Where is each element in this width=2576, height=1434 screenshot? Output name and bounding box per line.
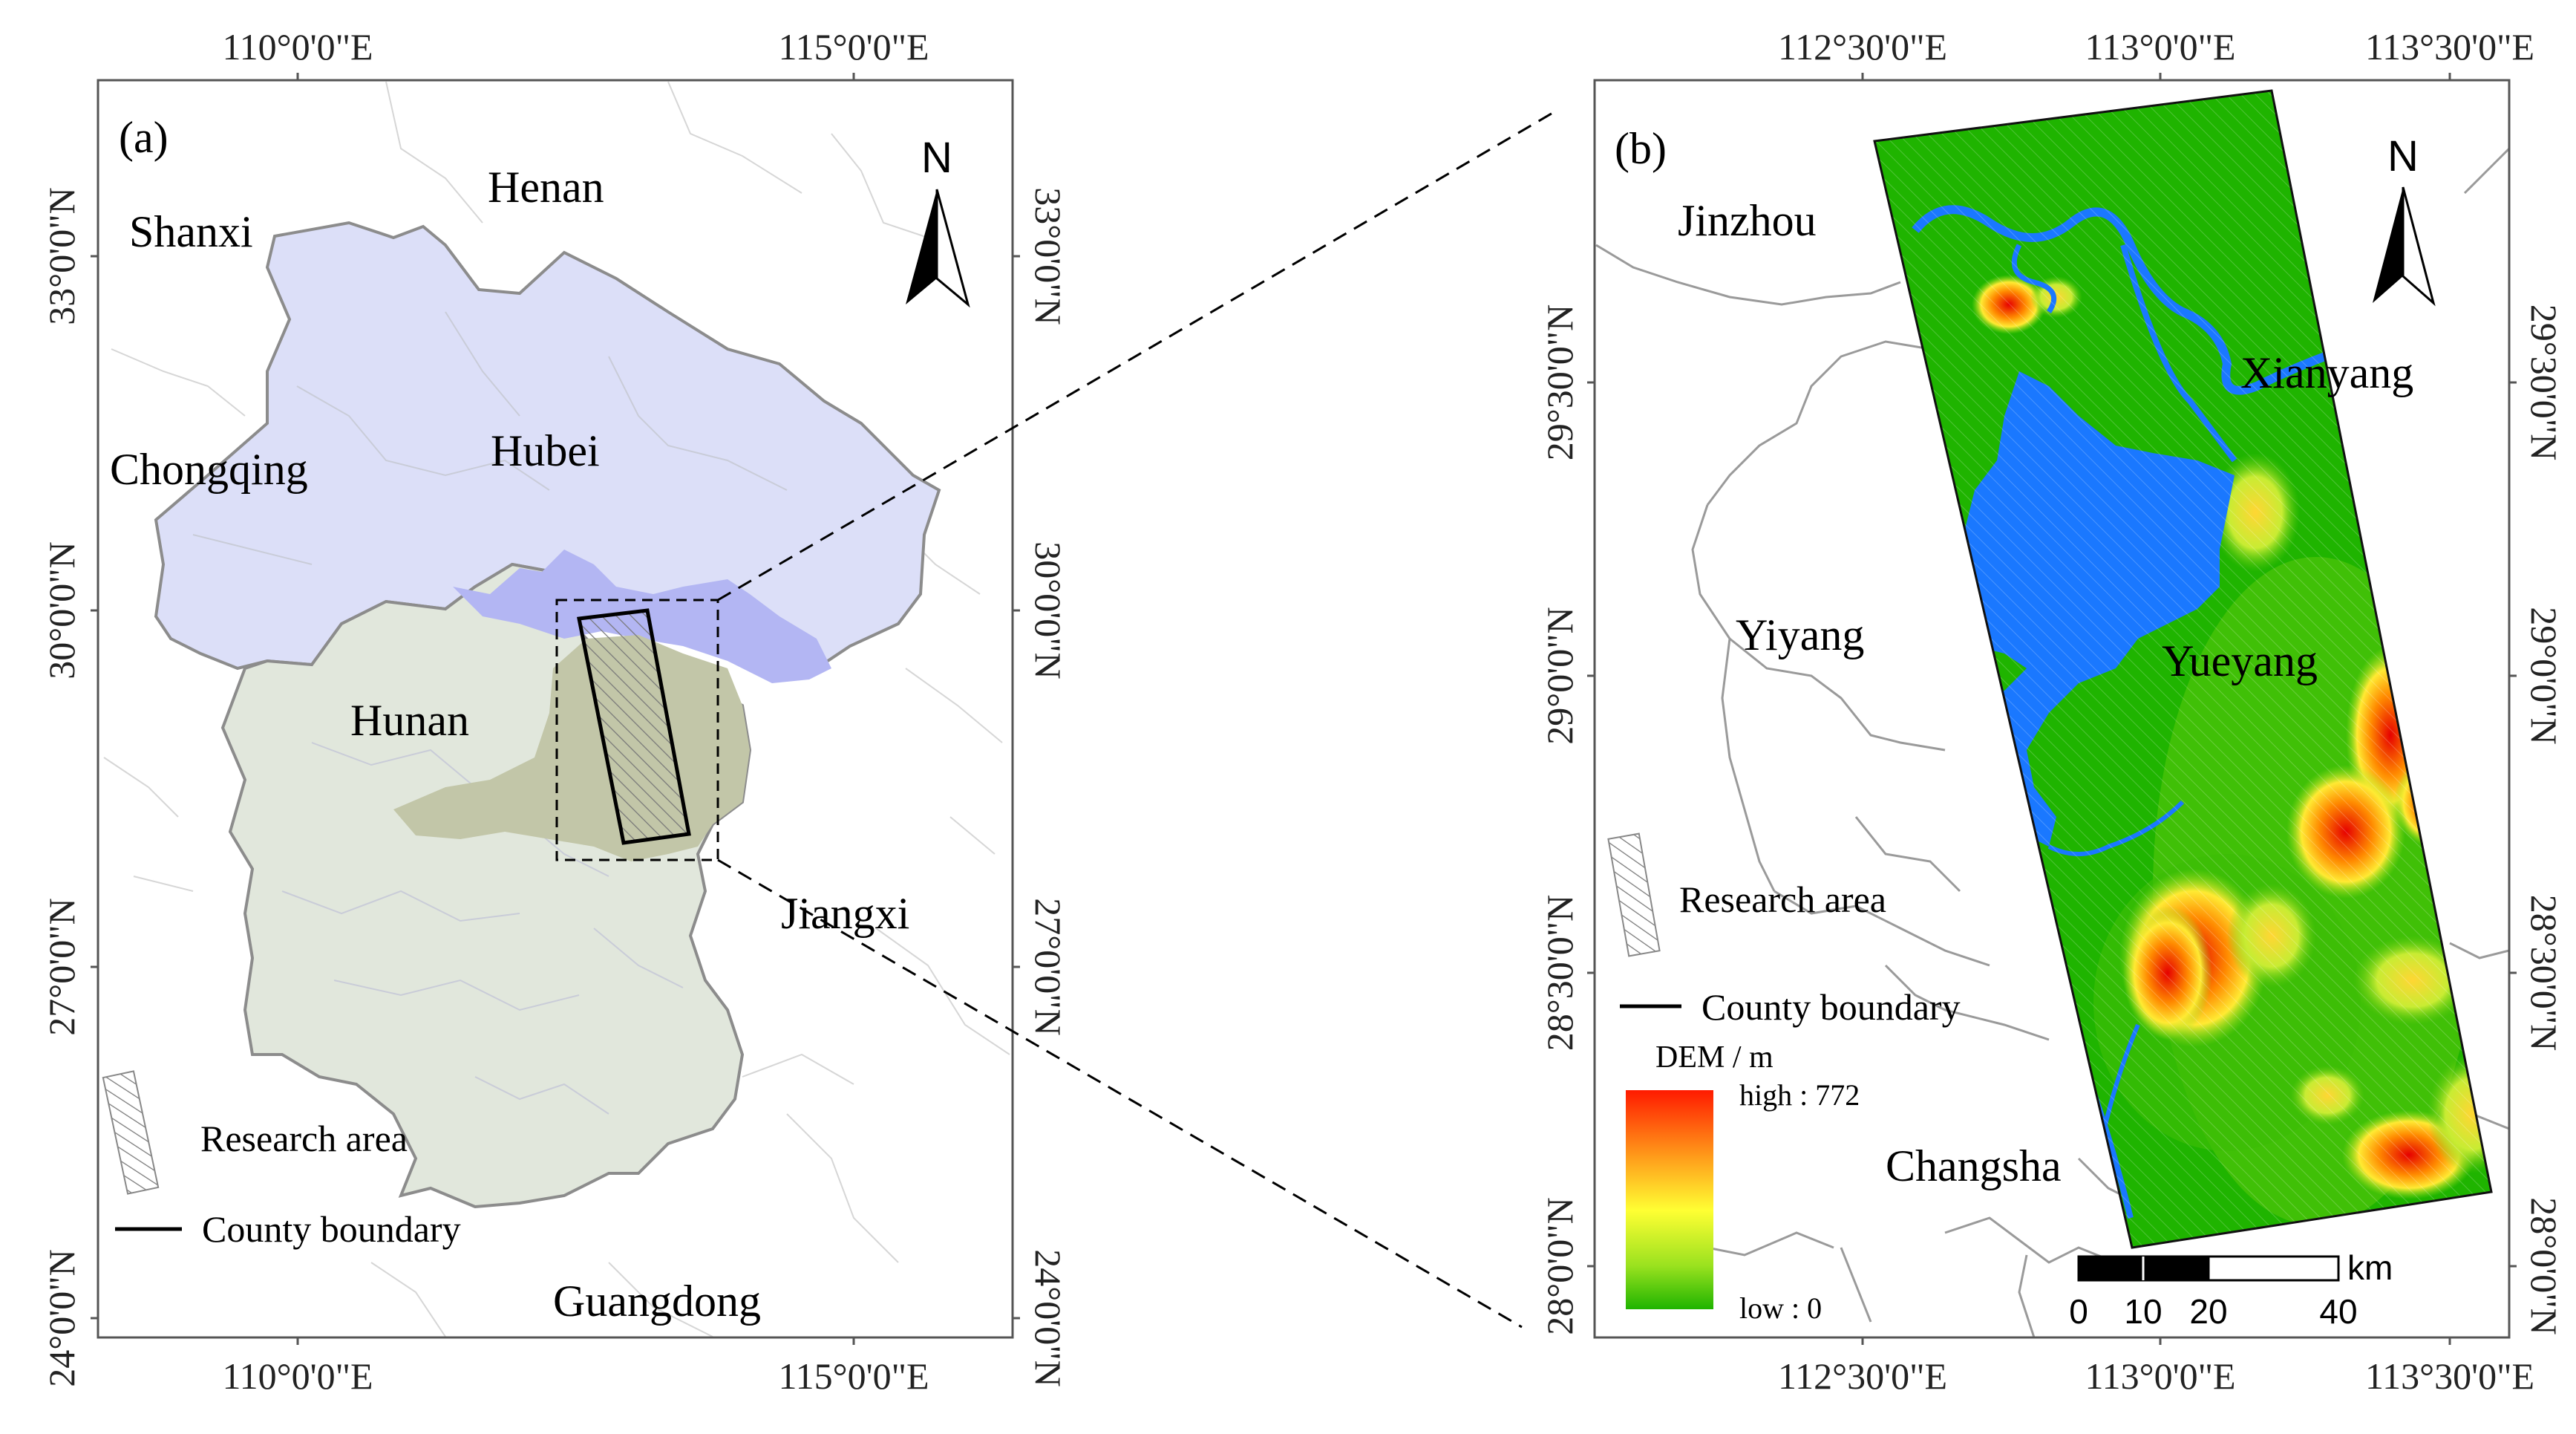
b-legend-research-label: Research area [1679, 879, 1886, 920]
b-top-lon-2: 113°0'0"E [2085, 26, 2235, 68]
label-chongqing: Chongqing [110, 445, 308, 494]
b-left-lat-3: 28°30'0"N [1539, 895, 1580, 1052]
b-dem-colorbar [1626, 1090, 1713, 1309]
b-top-lon-1: 112°30'0"E [1778, 26, 1947, 68]
panel-a-map [103, 81, 1010, 1337]
b-right-lat-1: 29°30'0"N [2523, 304, 2565, 461]
a-panel-label: (a) [119, 113, 169, 162]
label-guangdong: Guangdong [553, 1277, 761, 1326]
b-bottom-lon-1: 112°30'0"E [1778, 1355, 1947, 1397]
scale-tick-0: 0 [2069, 1292, 2088, 1331]
b-top-lon-3: 113°30'0"E [2365, 26, 2534, 68]
zoom-extent-box [555, 599, 719, 861]
scale-unit: km [2347, 1248, 2393, 1287]
panel-a-ticks [91, 73, 1020, 1345]
b-bottom-lon-2: 113°0'0"E [2085, 1355, 2235, 1397]
scale-tick-40: 40 [2319, 1292, 2357, 1331]
b-legend-county-label: County boundary [1701, 986, 1961, 1028]
panel-b-frame [1593, 79, 2511, 1339]
panel-b-ticks [1587, 73, 2517, 1345]
research-area-rect [577, 608, 691, 845]
a-bottom-lon-2: 115°0'0"E [778, 1355, 929, 1397]
a-left-lat-4: 24°0'0"N [41, 1249, 82, 1387]
a-north-arrow-icon: N [906, 134, 970, 308]
a-legend-research-label: Research area [200, 1118, 408, 1159]
a-right-lat-1: 33°0'0"N [1027, 187, 1069, 325]
label-yiyang: Yiyang [1736, 610, 1864, 659]
b-scale-bar: km 0 10 20 40 [2069, 1248, 2393, 1331]
b-right-lat-2: 29°0'0"N [2523, 607, 2565, 745]
b-dem-low: low : 0 [1739, 1291, 1822, 1325]
b-dem-high: high : 772 [1739, 1078, 1860, 1112]
label-yueyang: Yueyang [2162, 636, 2318, 685]
label-changsha: Changsha [1886, 1141, 2062, 1190]
a-left-lat-3: 27°0'0"N [41, 898, 82, 1036]
a-left-lat-1: 33°0'0"N [41, 187, 82, 325]
panel-a-legend: Research area County boundary [102, 1070, 461, 1250]
a-north-letter: N [921, 134, 952, 182]
background-boundaries [103, 81, 1010, 1337]
b-panel-label: (b) [1615, 124, 1667, 173]
label-jiangxi: Jiangxi [781, 889, 909, 938]
b-north-arrow-icon: N [2373, 132, 2436, 307]
panel-b-place-labels: (b) Jinzhou Xianyang Yiyang Yueyang Chan… [1615, 124, 2413, 1190]
panel-b-legend: Research area County boundary DEM / m hi… [1607, 832, 1961, 1325]
zoom-connector-bottom [717, 858, 1523, 1329]
a-right-lat-3: 27°0'0"N [1027, 898, 1069, 1036]
panel-b-map [1595, 89, 2509, 1337]
b-bottom-lon-3: 113°30'0"E [2365, 1355, 2534, 1397]
label-xianyang: Xianyang [2240, 348, 2413, 397]
b-left-lat-1: 29°30'0"N [1539, 304, 1580, 461]
b-right-lat-3: 28°30'0"N [2523, 895, 2565, 1052]
dem-research-strip [1873, 89, 2493, 1249]
scale-tick-20: 20 [2189, 1292, 2227, 1331]
label-henan: Henan [488, 163, 604, 212]
b-right-lat-4: 28°0'0"N [2523, 1197, 2565, 1335]
panel-a-coord-labels: 110°0'0"E 115°0'0"E 110°0'0"E 115°0'0"E … [41, 26, 1069, 1397]
panel-a-place-labels: (a) Henan Shanxi Chongqing Hubei Hunan J… [110, 113, 909, 1326]
a-legend-county-label: County boundary [202, 1208, 461, 1250]
a-top-lon-1: 110°0'0"E [222, 26, 373, 68]
a-left-lat-2: 30°0'0"N [41, 541, 82, 679]
a-right-lat-2: 30°0'0"N [1027, 541, 1069, 679]
b-north-letter: N [2387, 132, 2419, 180]
zoom-connector-top [717, 110, 1556, 602]
a-bottom-lon-1: 110°0'0"E [222, 1355, 373, 1397]
label-jinzhou: Jinzhou [1678, 196, 1817, 245]
label-hunan: Hunan [350, 696, 469, 745]
b-left-lat-4: 28°0'0"N [1539, 1197, 1580, 1335]
label-hubei: Hubei [491, 426, 600, 475]
panel-b-coord-labels: 112°30'0"E 113°0'0"E 113°30'0"E 112°30'0… [1539, 26, 2565, 1397]
a-right-lat-4: 24°0'0"N [1027, 1249, 1069, 1387]
b-left-lat-2: 29°0'0"N [1539, 607, 1580, 745]
a-legend-research-swatch [102, 1070, 160, 1195]
b-legend-research-swatch [1607, 832, 1661, 957]
b-dem-title: DEM / m [1655, 1040, 1774, 1075]
a-top-lon-2: 115°0'0"E [778, 26, 929, 68]
scale-tick-10: 10 [2124, 1292, 2162, 1331]
label-shanxi: Shanxi [129, 207, 253, 256]
panel-a-frame [97, 79, 1014, 1339]
